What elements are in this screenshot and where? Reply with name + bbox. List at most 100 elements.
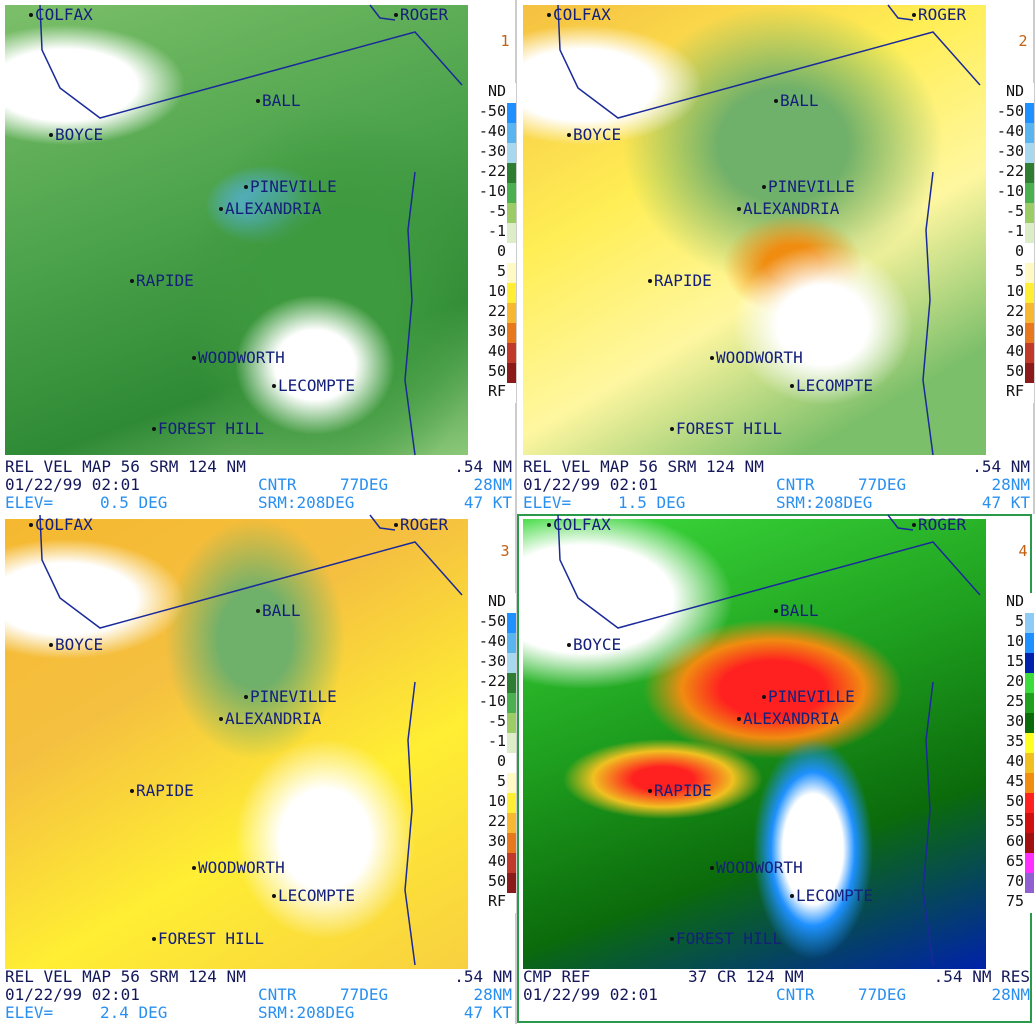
status-text: SRM:208DEG bbox=[258, 1003, 354, 1022]
legend-swatch bbox=[1025, 263, 1034, 283]
place-label: WOODWORTH bbox=[716, 858, 803, 877]
place-dot bbox=[152, 427, 156, 431]
legend-label: -22 bbox=[479, 162, 506, 180]
legend-label: 22 bbox=[1006, 302, 1024, 320]
status-text: CMP REF bbox=[523, 967, 590, 986]
status-text: CNTR bbox=[258, 475, 297, 494]
legend-swatch bbox=[1025, 833, 1034, 853]
legend-label: -1 bbox=[488, 222, 506, 240]
legend-swatch bbox=[507, 123, 516, 143]
boundary bbox=[369, 4, 396, 21]
panel-number: 2 bbox=[1018, 32, 1027, 50]
status-text: SRM:208DEG bbox=[776, 493, 872, 512]
status-text: 77DEG bbox=[858, 985, 906, 1004]
legend-swatch bbox=[1025, 283, 1034, 303]
place-label: ALEXANDRIA bbox=[225, 199, 322, 218]
legend-label: 30 bbox=[488, 322, 506, 340]
place-dot bbox=[394, 523, 398, 527]
legend-label: 25 bbox=[1006, 692, 1024, 710]
radar-image bbox=[523, 519, 986, 969]
legend-label: 40 bbox=[1006, 752, 1024, 770]
legend-swatch bbox=[1025, 143, 1034, 163]
status-text: .54 NM bbox=[972, 457, 1030, 476]
status-text: .54 NM bbox=[454, 967, 512, 986]
place-dot bbox=[192, 866, 196, 870]
legend-swatch bbox=[1025, 243, 1034, 263]
radar-image bbox=[5, 519, 468, 969]
legend-swatch bbox=[507, 363, 516, 383]
place-dot bbox=[244, 185, 248, 189]
place-label: BOYCE bbox=[55, 125, 103, 144]
legend-swatch bbox=[1025, 163, 1034, 183]
panel-number: 1 bbox=[500, 32, 509, 50]
place-dot bbox=[710, 356, 714, 360]
legend-label: 40 bbox=[488, 852, 506, 870]
legend-label: 0 bbox=[1015, 242, 1024, 260]
legend-swatch bbox=[507, 203, 516, 223]
status-text: 28NM bbox=[473, 475, 512, 494]
place-dot bbox=[790, 894, 794, 898]
panel-number: 3 bbox=[500, 542, 509, 560]
place-label: PINEVILLE bbox=[250, 687, 337, 706]
legend-label: -5 bbox=[488, 202, 506, 220]
place-label: FOREST HILL bbox=[158, 929, 264, 948]
place-dot bbox=[219, 717, 223, 721]
place-dot bbox=[219, 207, 223, 211]
status-text: REL VEL MAP 56 SRM 124 NM bbox=[523, 457, 764, 476]
place-label: BALL bbox=[262, 601, 301, 620]
place-dot bbox=[130, 279, 134, 283]
status-text: 1.5 DEG bbox=[618, 493, 685, 512]
legend-swatch bbox=[507, 183, 516, 203]
legend-swatch bbox=[1025, 893, 1034, 913]
legend-swatch bbox=[1025, 793, 1034, 813]
legend-label: 70 bbox=[1006, 872, 1024, 890]
legend-label: 10 bbox=[488, 282, 506, 300]
legend-label: 60 bbox=[1006, 832, 1024, 850]
place-label: ROGER bbox=[400, 5, 449, 24]
legend-label: ND bbox=[488, 82, 506, 100]
legend-label: 65 bbox=[1006, 852, 1024, 870]
place-label: PINEVILLE bbox=[768, 177, 855, 196]
status-text: CNTR bbox=[776, 985, 815, 1004]
legend-label: -1 bbox=[1006, 222, 1024, 240]
legend-label: 40 bbox=[1006, 342, 1024, 360]
place-dot bbox=[29, 523, 33, 527]
legend-swatch bbox=[1025, 343, 1034, 363]
boundary bbox=[557, 4, 981, 119]
status-text: 01/22/99 02:01 bbox=[523, 985, 658, 1004]
legend-label: 15 bbox=[1006, 652, 1024, 670]
legend-label: 10 bbox=[1006, 632, 1024, 650]
place-dot bbox=[670, 937, 674, 941]
place-dot bbox=[152, 937, 156, 941]
legend-label: -10 bbox=[479, 692, 506, 710]
status-text: 47 KT bbox=[464, 1003, 513, 1022]
legend-label: 45 bbox=[1006, 772, 1024, 790]
place-dot bbox=[567, 133, 571, 137]
legend-label: -1 bbox=[488, 732, 506, 750]
place-dot bbox=[567, 643, 571, 647]
legend-label: 50 bbox=[488, 362, 506, 380]
legend-label: 75 bbox=[1006, 892, 1024, 910]
legend-swatch bbox=[1025, 203, 1034, 223]
place-dot bbox=[192, 356, 196, 360]
place-label: ROGER bbox=[400, 515, 449, 534]
legend-swatch bbox=[1025, 653, 1034, 673]
place-label: ALEXANDRIA bbox=[225, 709, 322, 728]
place-dot bbox=[272, 384, 276, 388]
legend-label: ND bbox=[1006, 592, 1024, 610]
legend-label: 50 bbox=[488, 872, 506, 890]
place-dot bbox=[49, 133, 53, 137]
legend-label: -22 bbox=[479, 672, 506, 690]
place-label: ROGER bbox=[918, 5, 967, 24]
place-label: LECOMPTE bbox=[796, 376, 873, 395]
panel: COLFAX ROGER BALL BOYCE PINEVILLE ALEXANDRIA R… bbox=[5, 510, 517, 1024]
status-text: SRM:208DEG bbox=[258, 493, 354, 512]
boundary bbox=[922, 171, 934, 456]
legend-label: RF bbox=[1006, 382, 1024, 400]
legend-label: -22 bbox=[997, 162, 1024, 180]
legend-label: -30 bbox=[479, 652, 506, 670]
legend-label: ND bbox=[488, 592, 506, 610]
legend-swatch bbox=[1025, 693, 1034, 713]
status-text: 01/22/99 02:01 bbox=[5, 475, 140, 494]
place-dot bbox=[762, 695, 766, 699]
